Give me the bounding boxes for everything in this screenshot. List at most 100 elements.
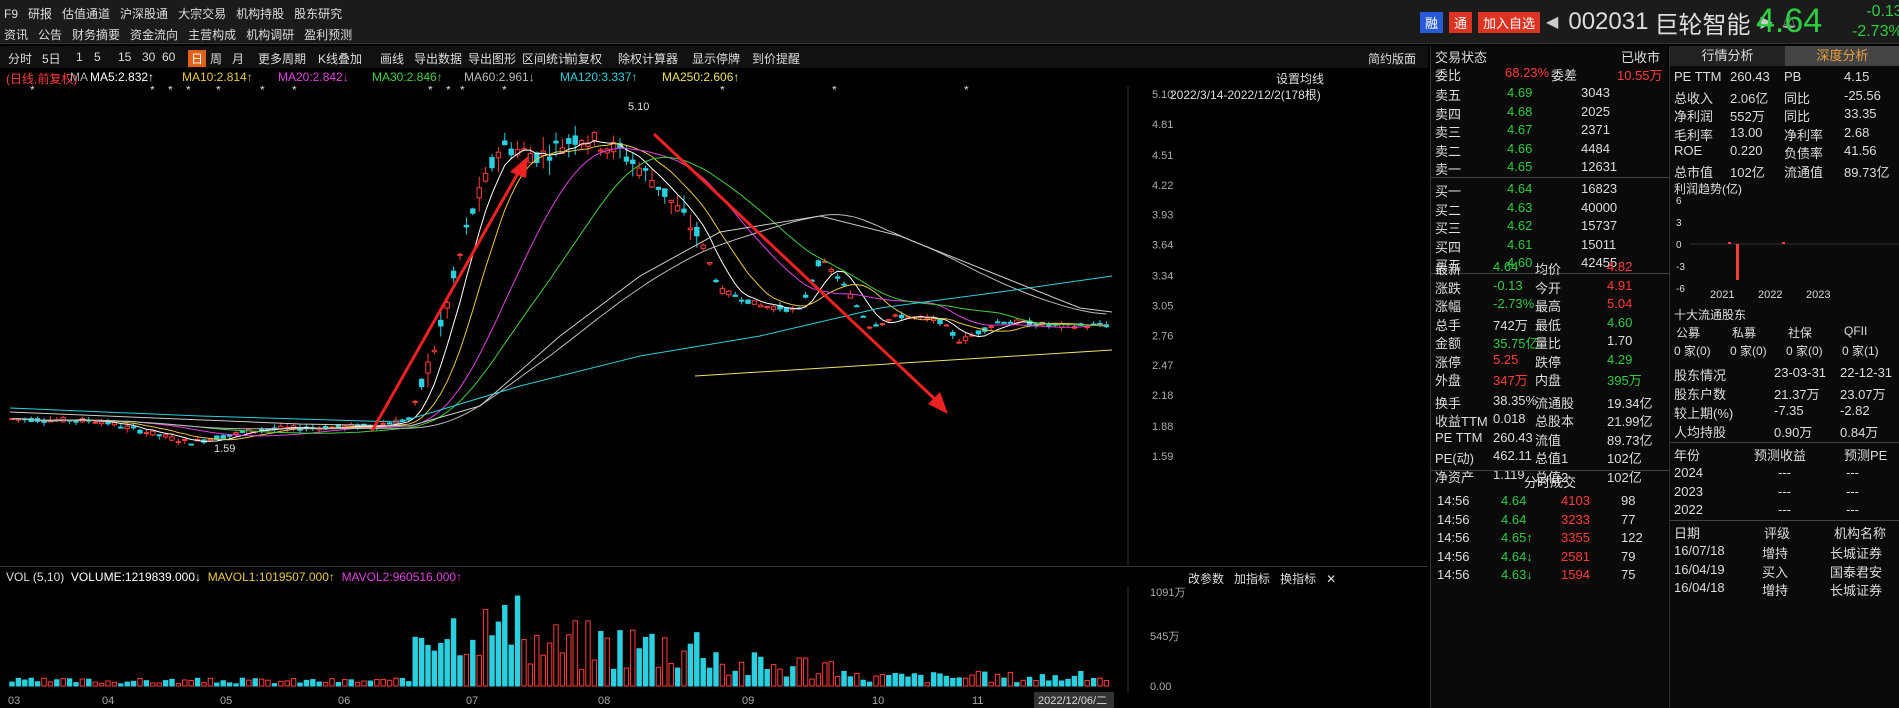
menu-item[interactable]: 估值通道 bbox=[62, 7, 111, 21]
candle bbox=[770, 306, 777, 311]
menu-item[interactable]: 资讯 bbox=[4, 28, 29, 42]
edit-param-button[interactable]: 改参数 bbox=[1188, 572, 1225, 586]
cell: 33.35 bbox=[1844, 106, 1877, 121]
layout-toggle[interactable]: 简约版面 bbox=[1368, 52, 1417, 66]
cell: PE(动) bbox=[1435, 451, 1475, 466]
cell: 19.34亿 bbox=[1607, 395, 1653, 411]
menu-item[interactable]: 大宗交易 bbox=[178, 7, 227, 21]
toolbar-item-2[interactable]: 1 bbox=[76, 50, 83, 64]
volume-bar bbox=[1033, 679, 1039, 687]
cell: 42455 bbox=[1581, 255, 1618, 270]
toolbar-item-3[interactable]: 5 bbox=[94, 50, 101, 64]
toolbar-item-6[interactable]: 60 bbox=[162, 50, 176, 64]
quote-row: 收益TTM 0.018 总股本 21.99亿 bbox=[1431, 410, 1668, 429]
candle bbox=[130, 426, 137, 429]
switch-indicator-button[interactable]: 换指标 bbox=[1280, 572, 1317, 586]
margin-badge[interactable]: 融 bbox=[1420, 11, 1444, 33]
profit-year: 2023 bbox=[1806, 289, 1830, 301]
menu-item[interactable]: 沪深股通 bbox=[120, 7, 169, 21]
cell: 股东户数 bbox=[1674, 387, 1727, 402]
prev-stock-icon[interactable]: ◀ bbox=[1546, 14, 1559, 31]
menu-item[interactable]: 资金流向 bbox=[130, 28, 179, 42]
quote-row: 买二 4.63 40000 bbox=[1431, 199, 1668, 218]
connect-badge[interactable]: 通 bbox=[1449, 11, 1473, 33]
quote-row: 外盘 347万 内盘 395万 bbox=[1431, 369, 1668, 388]
candle bbox=[431, 349, 438, 353]
volume-bar bbox=[1058, 680, 1065, 687]
candle bbox=[854, 305, 860, 308]
toolbar-item-5[interactable]: 30 bbox=[142, 50, 156, 64]
volume-bar bbox=[751, 652, 758, 687]
quote-row: 人均持股 0.90万 0.84万 bbox=[1670, 421, 1899, 440]
menu-item[interactable]: 机构调研 bbox=[246, 28, 295, 42]
toolbar-item-10[interactable]: 更多周期 bbox=[258, 52, 307, 66]
profit-tick: 3 bbox=[1676, 218, 1682, 229]
add-indicator-button[interactable]: 加指标 bbox=[1234, 572, 1271, 586]
candle bbox=[118, 426, 124, 429]
add-watchlist-button[interactable]: 加入自选 bbox=[1478, 11, 1541, 33]
menu-item[interactable]: 股东研究 bbox=[294, 7, 343, 21]
menu-item[interactable]: F9 bbox=[4, 7, 19, 21]
volume-bar bbox=[98, 682, 105, 687]
next-stock-icon[interactable]: ▶ bbox=[1760, 14, 1773, 31]
cell: 260.43 bbox=[1730, 69, 1770, 84]
menu-item[interactable]: 机构持股 bbox=[236, 7, 285, 21]
toolbar-item-18[interactable]: 显示停牌 bbox=[692, 52, 741, 66]
toolbar-item-9[interactable]: 月 bbox=[232, 52, 245, 66]
toolbar-item-19[interactable]: 到价提醒 bbox=[752, 52, 801, 66]
ma-settings-button[interactable]: 设置均线 bbox=[1276, 72, 1325, 86]
toolbar-item-11[interactable]: K线叠加 bbox=[318, 52, 363, 66]
toolbar-item-16[interactable]: 前复权 bbox=[566, 52, 603, 66]
cell: 涨幅 bbox=[1435, 299, 1462, 314]
bell-icon[interactable]: 🔔︎ bbox=[1780, 14, 1798, 29]
menu-item[interactable]: 财务摘要 bbox=[72, 28, 121, 42]
price-tick: 4.22 bbox=[1152, 180, 1173, 192]
toolbar-item-0[interactable]: 分时 bbox=[8, 52, 33, 66]
cell: 4.64 bbox=[1501, 511, 1527, 527]
candle bbox=[1007, 321, 1014, 324]
menu-item[interactable]: 盈利预测 bbox=[304, 28, 353, 42]
candle bbox=[585, 142, 591, 148]
volume-bar bbox=[188, 679, 194, 687]
event-marker: * bbox=[260, 86, 265, 97]
candle bbox=[943, 324, 950, 327]
quote-row: 买五 4.60 42455 bbox=[1431, 254, 1668, 273]
cell: 16823 bbox=[1581, 181, 1618, 196]
volume-bar bbox=[175, 683, 182, 687]
holder-count: 0 家(1) bbox=[1842, 344, 1879, 358]
cell: 总值2 bbox=[1535, 469, 1569, 485]
toolbar-item-12[interactable]: 画线 bbox=[380, 52, 405, 66]
toolbar-item-4[interactable]: 15 bbox=[118, 50, 132, 64]
volume-bar bbox=[329, 678, 335, 687]
toolbar-item-17[interactable]: 除权计算器 bbox=[618, 52, 679, 66]
toolbar-item-14[interactable]: 导出图形 bbox=[468, 52, 517, 66]
cell: 4.63 bbox=[1507, 199, 1533, 215]
toolbar-item-13[interactable]: 导出数据 bbox=[414, 52, 463, 66]
candle bbox=[175, 441, 182, 444]
cell: 0.220 bbox=[1730, 143, 1763, 158]
tab-deep-analysis[interactable]: 深度分析 bbox=[1785, 46, 1899, 66]
toolbar-item-8[interactable]: 周 bbox=[210, 52, 223, 66]
cell: 4103 bbox=[1561, 493, 1590, 508]
menu-item[interactable]: 公告 bbox=[38, 28, 63, 42]
holder-count: 0 家(0) bbox=[1786, 344, 1823, 358]
cell: 15737 bbox=[1581, 218, 1618, 233]
candle bbox=[630, 159, 636, 165]
close-icon[interactable]: ✕ bbox=[1326, 572, 1337, 586]
cell: 长城证券 bbox=[1830, 546, 1883, 561]
toolbar-item-15[interactable]: 区间统计 bbox=[522, 52, 571, 66]
stock-code: 002031 bbox=[1568, 8, 1649, 35]
analysis-panel: 行情分析 深度分析 PE TTM 260.43 PB 4.15 总收入 2.06亿 同比 -25.… bbox=[1669, 46, 1899, 708]
menu-item[interactable]: 研报 bbox=[28, 7, 53, 21]
volume-chart[interactable]: 1091万 545万 0.00 bbox=[0, 586, 1428, 692]
kline-chart[interactable]: 5.10 4.81 4.51 4.22 3.93 3.64 3.34 3.05 2.76 2.47… bbox=[0, 86, 1428, 566]
menu-item[interactable]: 主营构成 bbox=[188, 28, 237, 42]
volume-bar bbox=[86, 678, 92, 687]
toolbar-item-1[interactable]: 5日 bbox=[42, 52, 61, 66]
cell: 增持 bbox=[1762, 546, 1789, 561]
toolbar-item-7[interactable]: 日 bbox=[188, 50, 207, 67]
candle bbox=[758, 304, 764, 308]
tab-market-analysis[interactable]: 行情分析 bbox=[1670, 46, 1785, 66]
volume-bar bbox=[764, 668, 770, 687]
cell: 净利率 bbox=[1784, 127, 1824, 143]
